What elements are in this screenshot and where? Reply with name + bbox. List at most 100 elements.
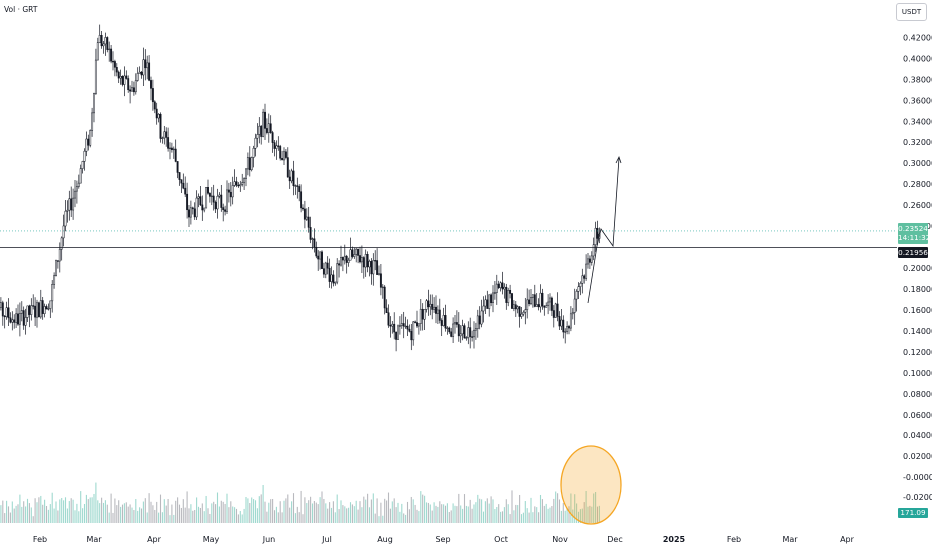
volume-bar [253, 499, 255, 523]
volume-bar [201, 503, 203, 523]
volume-bar [182, 499, 184, 523]
candle [167, 127, 170, 152]
volume-bar [17, 504, 19, 523]
candle [402, 311, 405, 339]
candle [5, 301, 8, 320]
volume-bar [232, 506, 234, 523]
candle [300, 184, 303, 213]
volume-bar [30, 507, 32, 523]
volume-bar [270, 499, 272, 523]
volume-bar [91, 497, 93, 523]
volume-bar [220, 500, 222, 523]
volume-bar [482, 511, 485, 523]
candle [524, 297, 527, 325]
volume-bar [228, 507, 230, 523]
candle [435, 295, 437, 324]
candle [370, 258, 373, 285]
volume-bar [492, 499, 494, 523]
volume-bar [108, 512, 110, 523]
volume-bar [568, 506, 570, 523]
candle [87, 134, 90, 151]
candle [81, 160, 84, 174]
candle [155, 102, 158, 125]
candle [83, 148, 86, 171]
candle [24, 308, 27, 335]
candle [41, 296, 44, 320]
candle [526, 288, 529, 319]
candle [85, 131, 88, 157]
volume-bar [99, 503, 101, 523]
candle [100, 30, 103, 49]
candle [49, 300, 52, 319]
candle [351, 246, 354, 259]
volume-bar [15, 505, 17, 523]
candle [140, 71, 143, 79]
volume-bar [557, 493, 559, 523]
volume-bar [463, 494, 466, 523]
projection-arrow[interactable] [587, 157, 620, 304]
x-tick-label: 2025 [663, 535, 686, 544]
candle [568, 324, 570, 335]
candle [37, 301, 40, 318]
volume-bar [256, 508, 258, 523]
volume-bar [420, 491, 422, 523]
candle [113, 59, 116, 77]
volume-bar [167, 499, 169, 523]
candle [537, 298, 540, 311]
candle [26, 305, 29, 322]
volume-highlight-circle[interactable] [560, 445, 622, 525]
volume-bar [74, 510, 76, 523]
candle [315, 241, 318, 259]
candle [328, 258, 331, 288]
currency-selector[interactable]: USDT [896, 3, 927, 21]
candle [292, 160, 295, 196]
candle [448, 326, 451, 334]
volume-bar [433, 502, 435, 523]
volume-bar [336, 494, 338, 523]
candle [317, 250, 320, 271]
candle [151, 79, 154, 111]
candle [397, 324, 399, 340]
volume-bar [180, 507, 182, 523]
candle [463, 323, 466, 339]
volume-bar [87, 499, 89, 523]
volume-bar [348, 507, 350, 523]
candle [298, 184, 301, 202]
candle [507, 287, 510, 307]
volume-bar [173, 514, 175, 523]
volume-bar [538, 512, 540, 523]
volume-bar [40, 495, 42, 523]
volume-bar [532, 512, 534, 523]
volume-bar [465, 505, 467, 523]
volume-bar [515, 504, 517, 523]
candle [374, 250, 377, 271]
arrow-head [615, 155, 622, 164]
candle [248, 146, 251, 177]
volume-bar [302, 514, 304, 523]
candle [482, 296, 485, 323]
volume-bar [357, 509, 359, 523]
volume-bar [598, 505, 600, 523]
time-axis[interactable]: Feb Mar Apr May Jun Jul Aug Sep Oct Nov Dec 2025 Feb… [33, 535, 855, 544]
candle [229, 182, 232, 207]
volume-bar [349, 502, 352, 523]
candle [395, 331, 398, 352]
chart-overlays [0, 155, 897, 525]
candle [393, 312, 396, 340]
volume-bar [431, 510, 433, 523]
candle [134, 73, 137, 95]
candle [577, 282, 580, 300]
candle [254, 133, 257, 157]
volume-bar [0, 505, 2, 523]
candle [501, 271, 504, 295]
candle [294, 184, 297, 195]
candle [459, 325, 462, 343]
volume-bar [439, 501, 441, 523]
candle [452, 317, 455, 343]
x-tick-label: Dec [607, 535, 622, 544]
candle [22, 306, 25, 330]
